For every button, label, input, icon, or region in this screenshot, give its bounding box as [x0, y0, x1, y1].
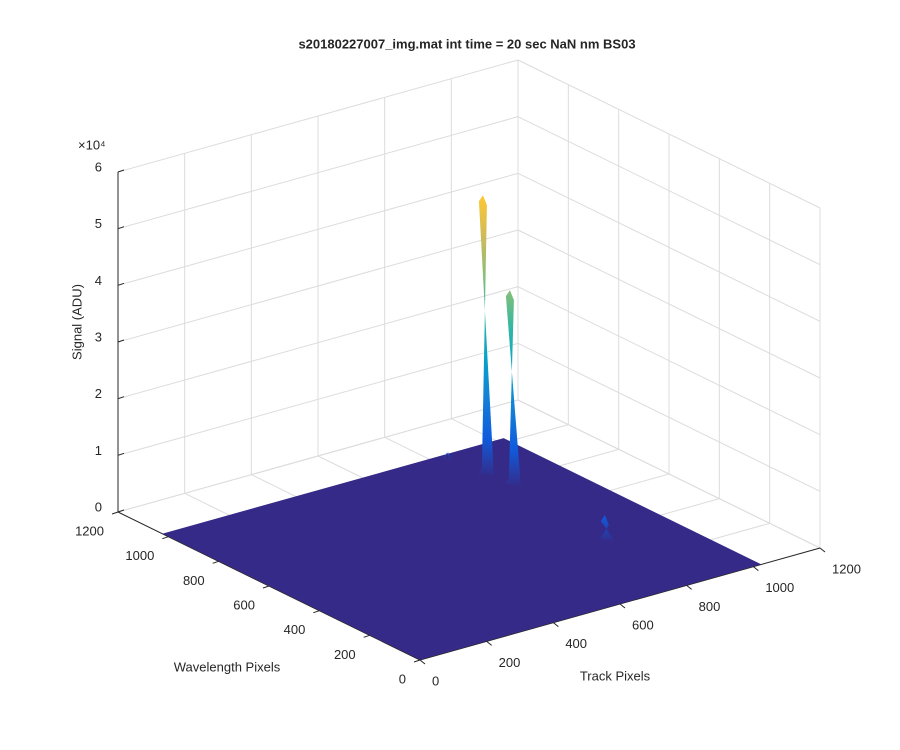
grid-line: [517, 116, 821, 266]
x-tick-label: 400: [565, 636, 587, 651]
grid-line: [517, 172, 821, 322]
grid-line: [117, 286, 519, 400]
z-tick: [117, 509, 125, 513]
grid-line: [117, 59, 519, 173]
z-tick-label: 3: [95, 329, 102, 344]
y-tick: [363, 634, 370, 638]
z-tick: [117, 226, 125, 230]
y-tick-label: 600: [233, 597, 255, 612]
y-tick: [262, 585, 270, 589]
y-tick-label: 1000: [125, 548, 154, 563]
x-tick: [819, 547, 826, 553]
grid-line: [517, 59, 821, 209]
z-tick-label: 5: [95, 216, 102, 231]
peak: [443, 452, 460, 463]
z-tick: [117, 396, 125, 400]
x-axis-label: Track Pixels: [580, 668, 651, 683]
z-tick-label: 0: [95, 499, 102, 514]
chart-title: s20180227007_img.mat int time = 20 sec N…: [298, 36, 635, 51]
z-tick: [117, 452, 125, 456]
x-tick: [619, 603, 626, 609]
x-tick-label: 1200: [832, 561, 861, 576]
y-tick: [111, 511, 119, 515]
x-tick-label: 600: [632, 617, 654, 632]
grid-line: [117, 172, 519, 286]
y-tick: [413, 659, 421, 663]
y-tick: [162, 536, 169, 540]
x-tick: [553, 622, 559, 628]
z-tick-label: 2: [95, 386, 102, 401]
z-axis-label: Signal (ADU): [69, 284, 84, 360]
y-tick: [313, 610, 320, 614]
grid-line: [517, 399, 821, 549]
y-axis-label: Wavelength Pixels: [174, 659, 281, 674]
x-tick: [486, 640, 492, 646]
grid-line: [117, 229, 519, 343]
grid-line: [117, 399, 519, 513]
grid-line: [517, 342, 821, 492]
x-tick: [686, 584, 692, 590]
grid-line: [117, 342, 519, 456]
grid-line: [517, 286, 821, 436]
z-tick-label: 6: [95, 159, 102, 174]
y-tick-label: 200: [334, 647, 356, 662]
peak: [504, 290, 522, 488]
grid-line: [517, 229, 821, 379]
peak: [599, 515, 616, 543]
x-tick: [419, 659, 426, 665]
z-tick: [117, 169, 125, 173]
y-tick-label: 800: [183, 573, 205, 588]
peak: [477, 195, 495, 478]
z-tick: [117, 282, 125, 286]
y-tick: [212, 560, 219, 564]
grid-line: [117, 116, 519, 230]
y-tick-label: 400: [284, 622, 306, 637]
x-tick-label: 800: [699, 599, 721, 614]
x-tick: [753, 566, 759, 572]
x-tick-label: 0: [432, 673, 439, 688]
y-tick-label: 1200: [75, 523, 104, 538]
z-tick-label: 1: [95, 443, 102, 458]
z-tick-label: 4: [95, 273, 102, 288]
x-tick-label: 200: [499, 655, 521, 670]
z-exponent: ×10⁴: [78, 137, 106, 152]
surface: [162, 438, 762, 660]
y-tick-label: 0: [399, 671, 406, 686]
x-tick-label: 1000: [765, 580, 794, 595]
z-tick: [117, 339, 125, 343]
